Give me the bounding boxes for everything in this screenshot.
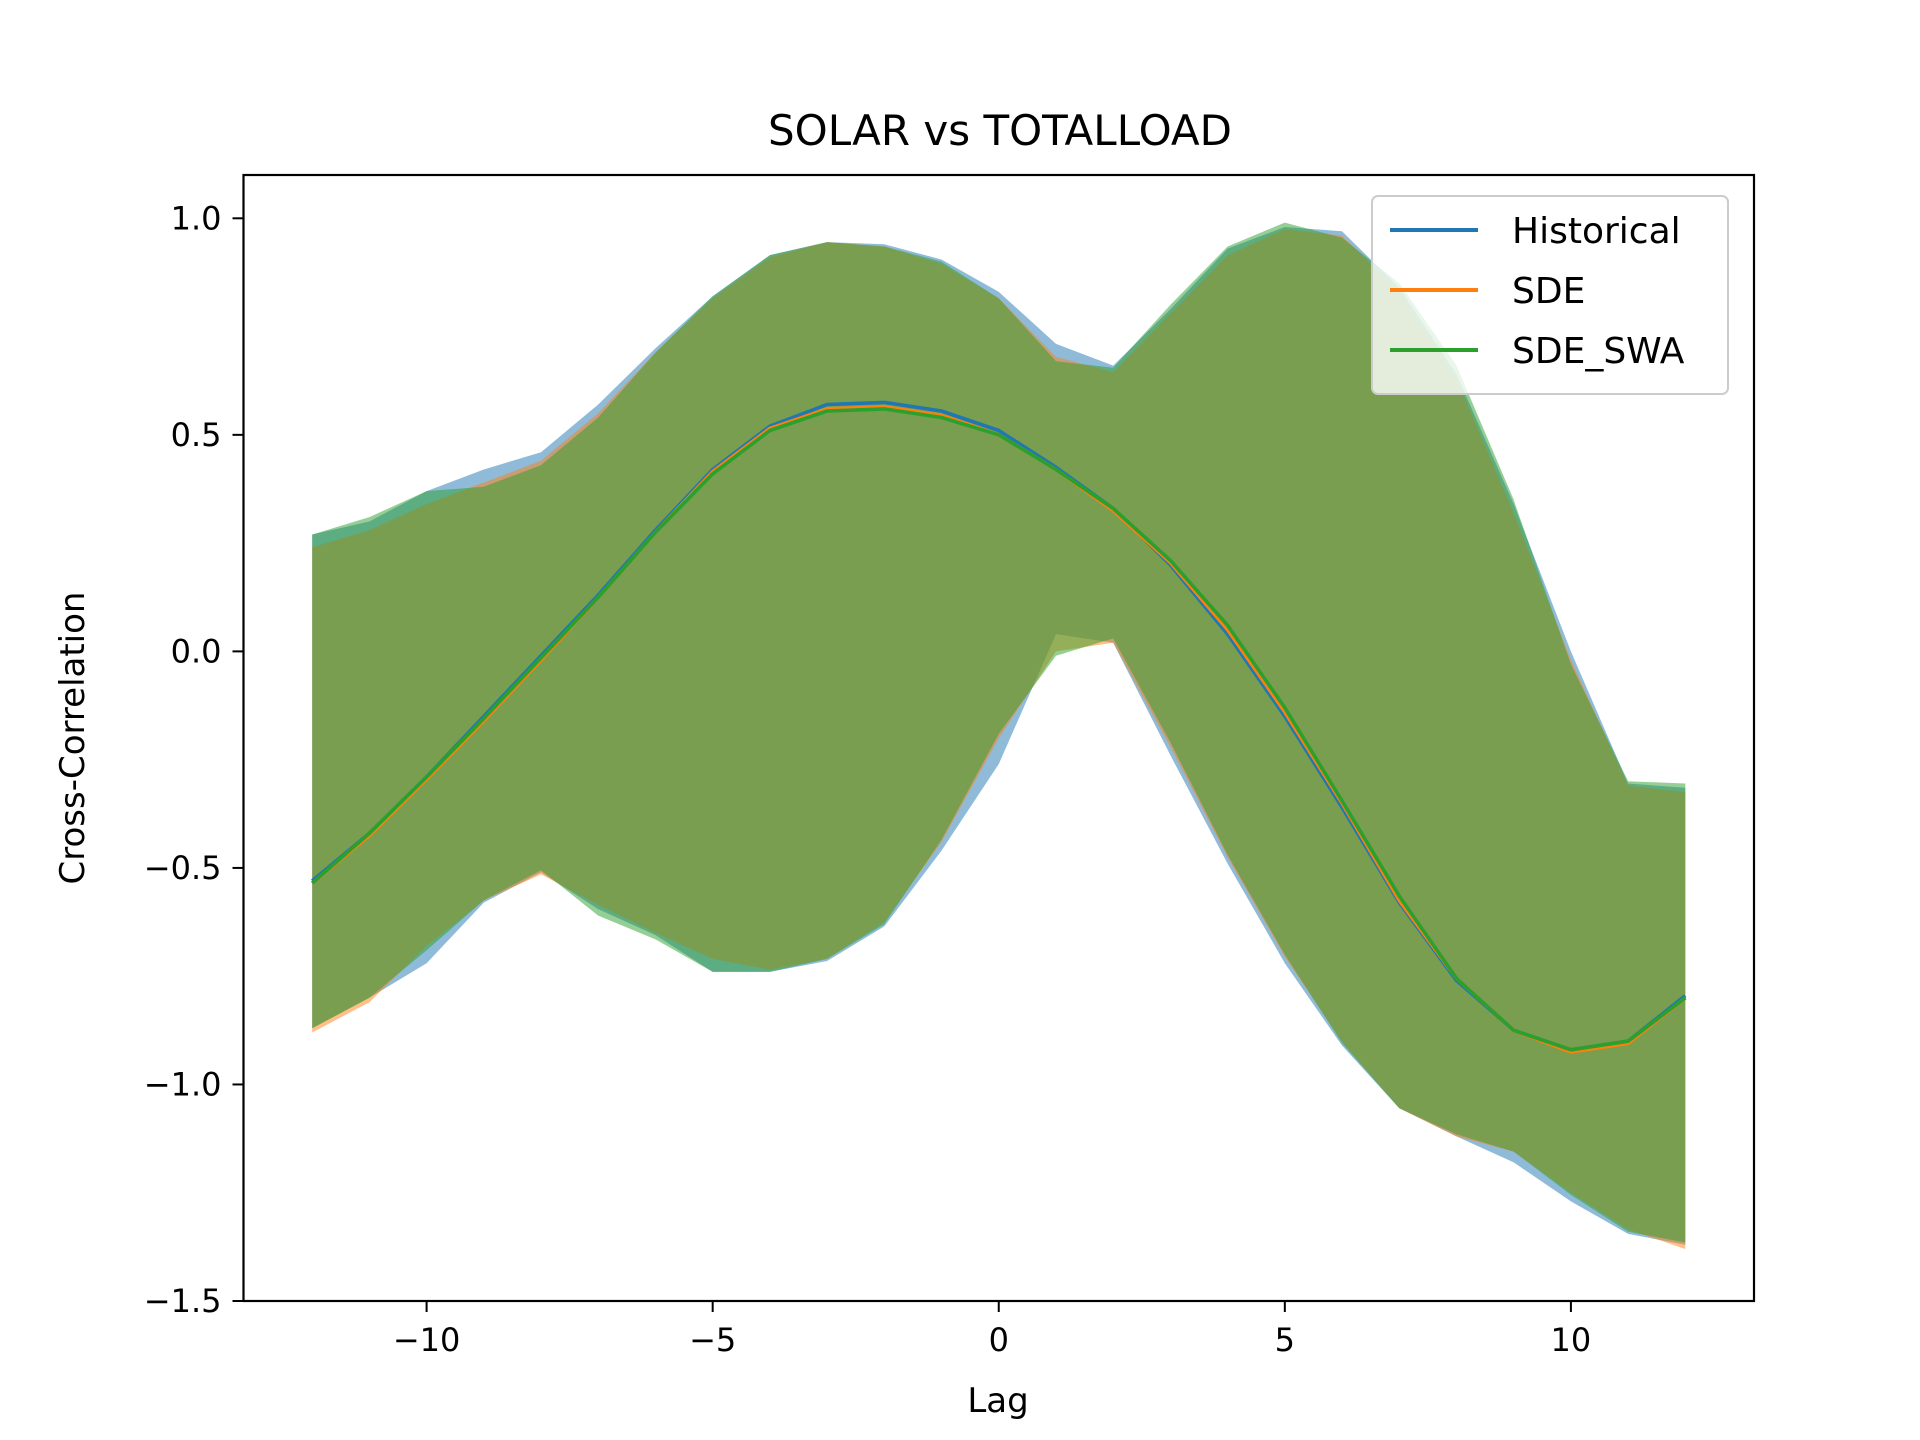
y-tick-label: 0.0 bbox=[171, 632, 222, 670]
x-tick-label: −5 bbox=[689, 1321, 736, 1359]
y-tick-label: 0.5 bbox=[171, 416, 222, 454]
series-lines bbox=[311, 400, 1687, 1054]
line-sde-swa bbox=[311, 407, 1687, 1052]
legend-frame bbox=[1371, 195, 1729, 395]
x-tick-label: 5 bbox=[1275, 1321, 1295, 1359]
y-tick-label: −1.5 bbox=[144, 1282, 222, 1320]
x-tick-label: −10 bbox=[393, 1321, 461, 1359]
chart-title: SOLAR vs TOTALLOAD bbox=[768, 106, 1232, 155]
y-tick-label: −1.0 bbox=[144, 1065, 222, 1103]
legend-label: SDE_SWA bbox=[1512, 331, 1685, 372]
legend-label: SDE bbox=[1512, 271, 1585, 312]
band-sde-swa bbox=[312, 222, 1686, 1243]
y-axis: −1.5 −1.0 −0.5 0.0 0.5 1.0 bbox=[144, 199, 244, 1320]
y-tick-label: −0.5 bbox=[144, 849, 222, 887]
confidence-bands bbox=[312, 222, 1686, 1250]
x-tick-label: 0 bbox=[989, 1321, 1009, 1359]
x-tick-label: 10 bbox=[1551, 1321, 1592, 1359]
x-axis-label: Lag bbox=[967, 1381, 1028, 1421]
legend: Historical SDE SDE_SWA bbox=[1371, 195, 1729, 395]
y-tick-label: 1.0 bbox=[171, 199, 222, 237]
x-axis: −10 −5 0 5 10 bbox=[393, 1301, 1591, 1359]
legend-label: Historical bbox=[1512, 211, 1681, 252]
y-axis-label: Cross-Correlation bbox=[53, 592, 93, 885]
